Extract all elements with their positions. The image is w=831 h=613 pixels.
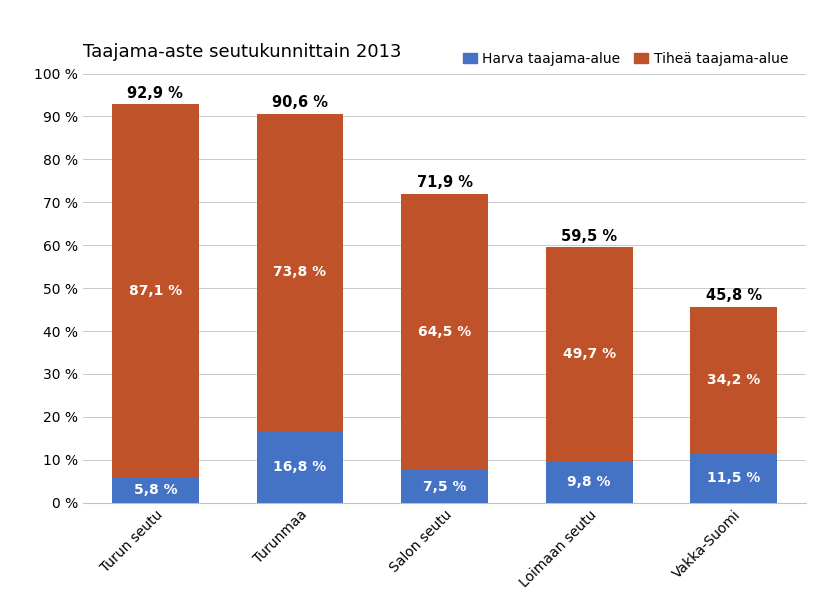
Text: 9,8 %: 9,8 %: [568, 474, 611, 489]
Text: 59,5 %: 59,5 %: [561, 229, 617, 244]
Text: 87,1 %: 87,1 %: [129, 284, 182, 298]
Text: 16,8 %: 16,8 %: [273, 460, 327, 474]
Text: 34,2 %: 34,2 %: [707, 373, 760, 387]
Text: 45,8 %: 45,8 %: [706, 288, 762, 303]
Text: 5,8 %: 5,8 %: [134, 483, 177, 497]
Text: 92,9 %: 92,9 %: [127, 86, 184, 101]
Bar: [691, 453, 777, 503]
Bar: [401, 194, 488, 471]
Bar: [401, 471, 488, 503]
Text: 7,5 %: 7,5 %: [423, 479, 466, 493]
Text: 71,9 %: 71,9 %: [416, 175, 473, 190]
Text: 11,5 %: 11,5 %: [707, 471, 760, 485]
Bar: [546, 460, 632, 503]
Bar: [112, 478, 199, 503]
Legend: Harva taajama-alue, Tiheä taajama-alue: Harva taajama-alue, Tiheä taajama-alue: [457, 46, 794, 71]
Bar: [257, 430, 343, 503]
Text: 49,7 %: 49,7 %: [563, 347, 616, 361]
Bar: [691, 306, 777, 453]
Text: Taajama-aste seutukunnittain 2013: Taajama-aste seutukunnittain 2013: [83, 43, 401, 61]
Text: 90,6 %: 90,6 %: [272, 96, 328, 110]
Bar: [546, 247, 632, 460]
Bar: [257, 114, 343, 430]
Bar: [112, 104, 199, 478]
Text: 64,5 %: 64,5 %: [418, 325, 471, 339]
Text: 73,8 %: 73,8 %: [273, 265, 327, 280]
